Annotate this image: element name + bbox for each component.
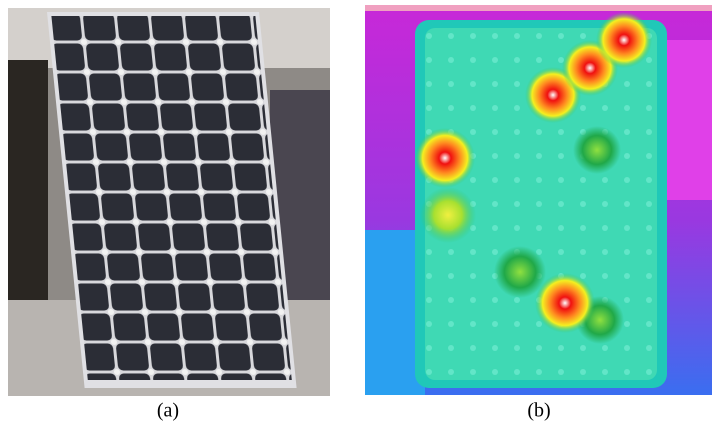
thermal-b <box>365 5 712 395</box>
caption-a: (a) <box>157 400 179 422</box>
figure-canvas: (a) (b) <box>0 0 716 429</box>
photo-a <box>8 8 330 396</box>
figure: (a) (b) <box>0 0 716 429</box>
caption-b: (b) <box>527 400 550 422</box>
